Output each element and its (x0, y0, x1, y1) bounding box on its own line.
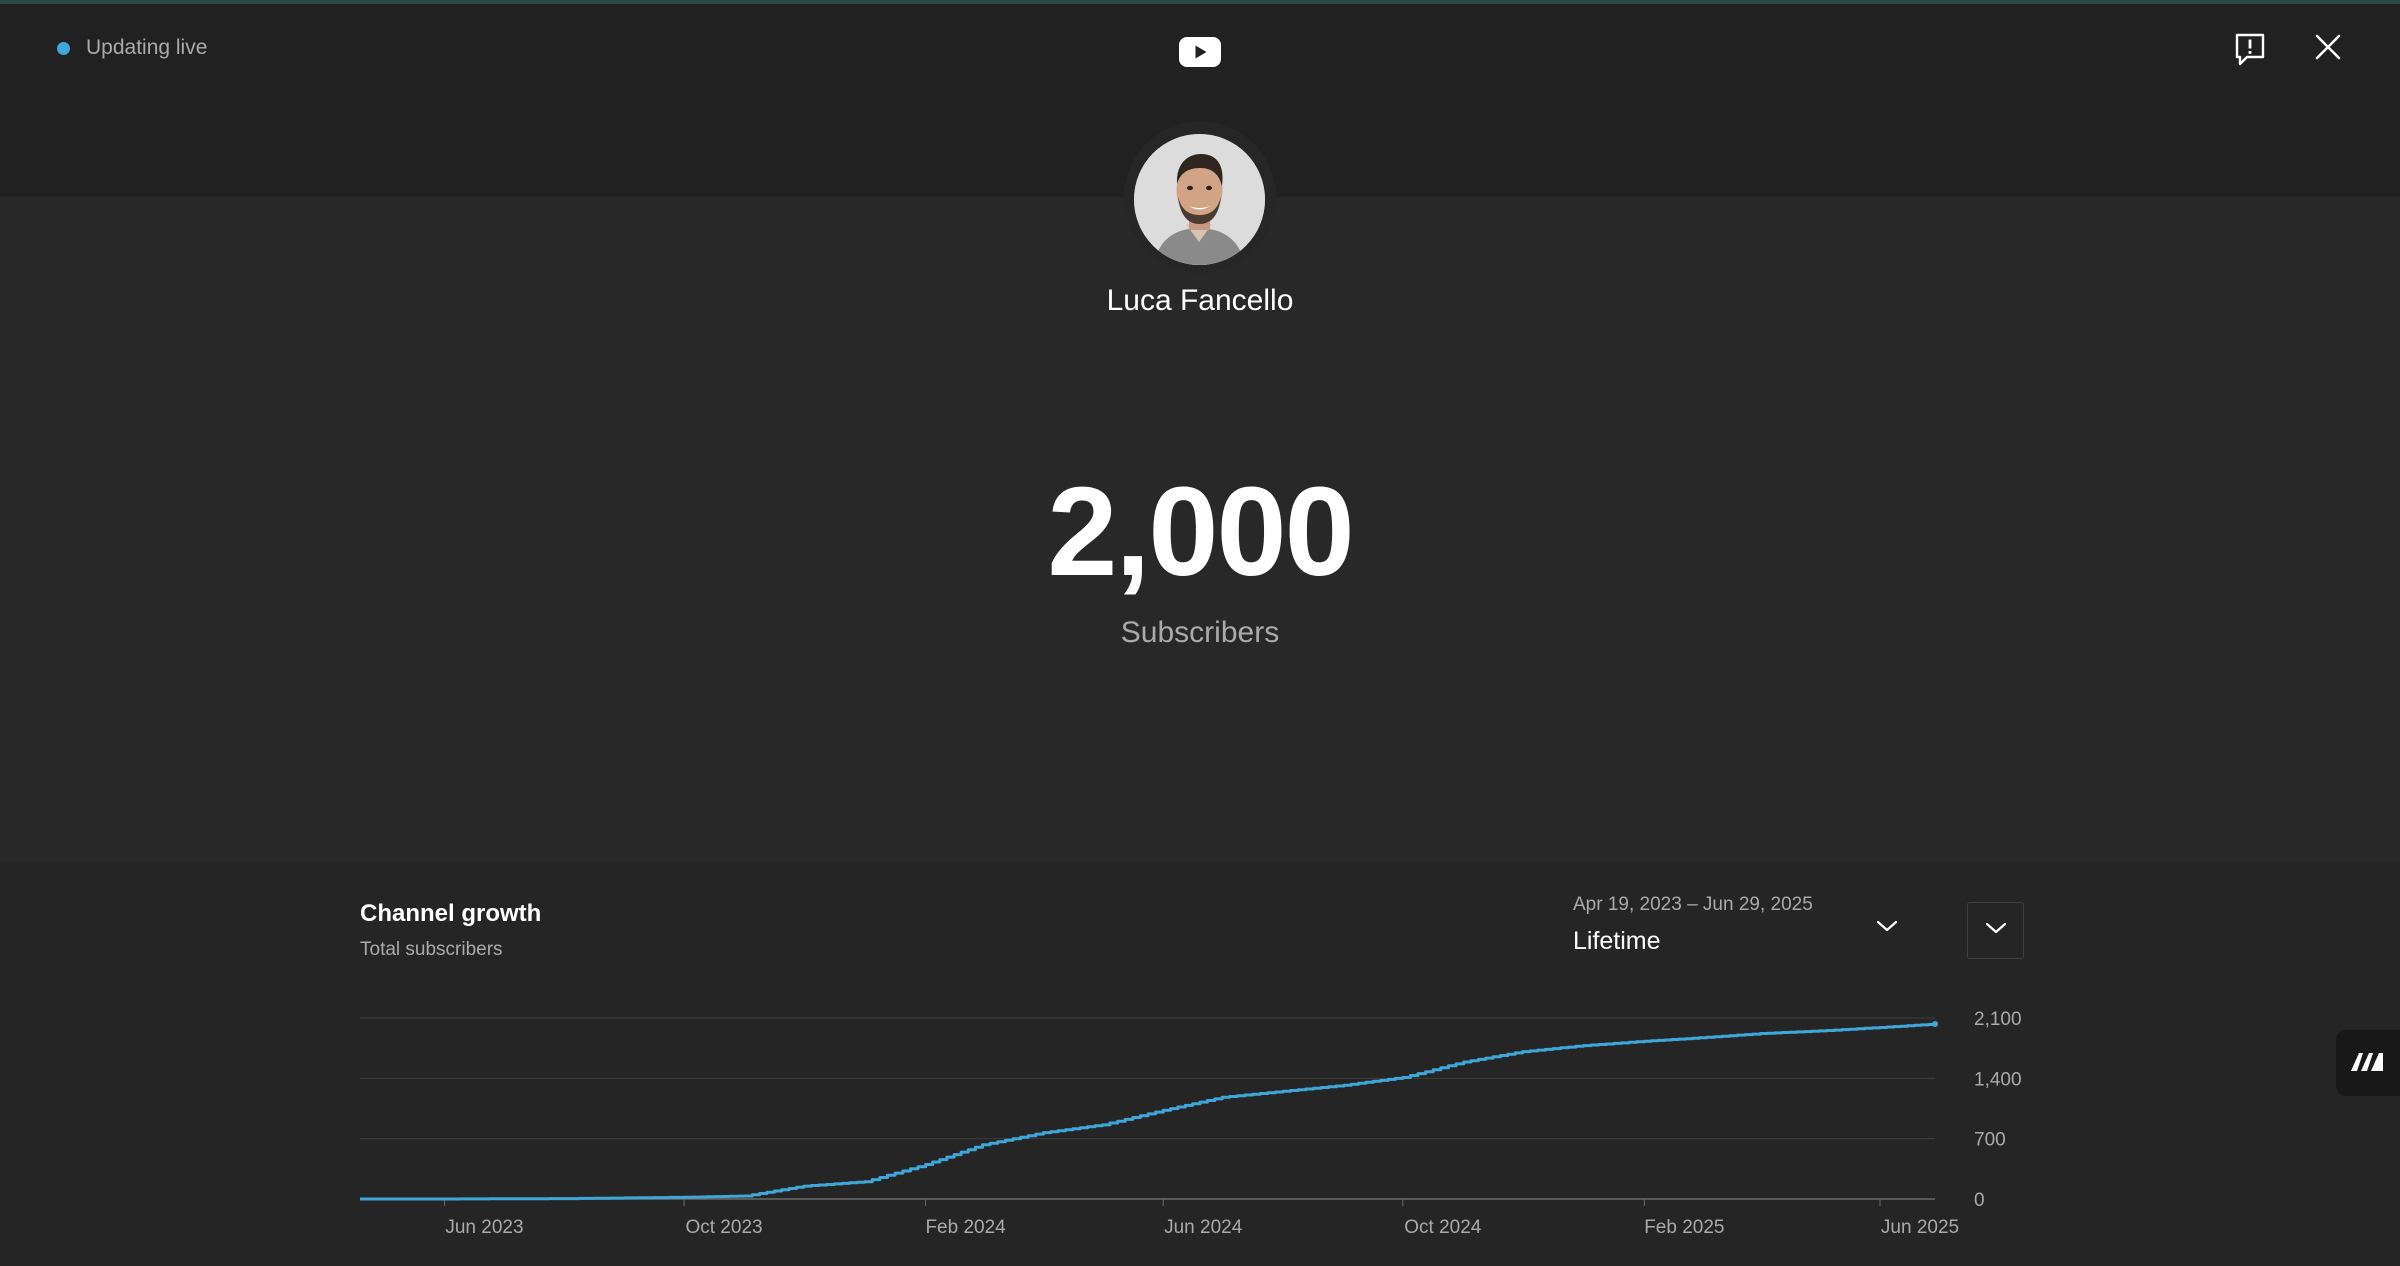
chevron-down-icon (1875, 918, 1899, 939)
date-range-dropdown[interactable]: Apr 19, 2023 – Jun 29, 2025 Lifetime (1573, 894, 1913, 964)
chart-subtitle: Total subscribers (360, 939, 503, 960)
live-status-text: Updating live (86, 36, 208, 59)
chevron-down-icon (1984, 920, 2008, 941)
y-tick-label: 1,400 (1974, 1069, 2022, 1090)
top-accent-line (0, 0, 2400, 4)
brand-logo-icon (2348, 1048, 2388, 1079)
date-range-text: Apr 19, 2023 – Jun 29, 2025 (1573, 894, 1813, 915)
channel-name: Luca Fancello (1106, 284, 1294, 317)
avatar[interactable] (1134, 134, 1265, 265)
period-label: Lifetime (1573, 927, 1661, 955)
subscriber-count: 2,000 (1047, 461, 1354, 602)
x-tick-label: Feb 2025 (1644, 1217, 1724, 1238)
x-tick-label: Oct 2024 (1404, 1217, 1482, 1238)
y-tick-label: 700 (1974, 1130, 2006, 1151)
subscriber-label: Subscribers (1120, 616, 1280, 649)
y-tick-label: 2,100 (1974, 1009, 2022, 1030)
youtube-play-icon (1179, 37, 1221, 72)
y-tick-label: 0 (1974, 1190, 1985, 1211)
report-feedback-icon[interactable] (2234, 32, 2266, 68)
live-status-dot (57, 41, 70, 55)
brand-side-tab[interactable] (2336, 1030, 2400, 1096)
series-line-total-subscribers (360, 1023, 1937, 1201)
expand-chart-button[interactable] (1967, 902, 2024, 959)
x-tick-label: Feb 2024 (925, 1217, 1006, 1238)
live-indicator: Updating live (57, 36, 207, 60)
x-tick-label: Jun 2023 (445, 1217, 523, 1238)
series-end-point (1932, 1021, 1938, 1028)
chart-title: Channel growth (360, 900, 542, 927)
close-icon[interactable] (2313, 32, 2343, 62)
x-tick-label: Oct 2023 (685, 1217, 762, 1238)
x-tick-label: Jun 2025 (1881, 1217, 1959, 1238)
x-tick-label: Jun 2024 (1164, 1217, 1243, 1238)
